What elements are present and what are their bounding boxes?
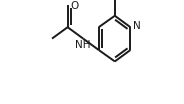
Text: O: O: [70, 1, 78, 11]
Text: N: N: [133, 21, 140, 31]
Text: NH: NH: [75, 40, 91, 50]
